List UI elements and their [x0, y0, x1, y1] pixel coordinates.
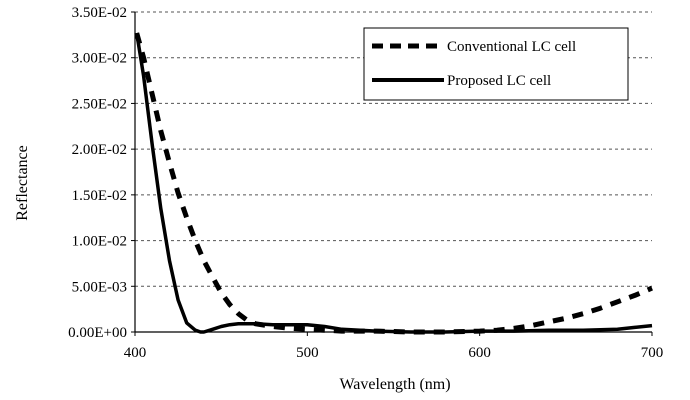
legend: Conventional LC cell Proposed LC cell [363, 27, 629, 101]
y-tick-label: 0.00E+00 [68, 325, 127, 341]
series-line-conventional [134, 32, 653, 335]
y-axis-title: Reflectance [14, 145, 31, 221]
x-tick-labels: 400 500 600 700 [124, 345, 664, 361]
y-tick-label: 5.00E-03 [72, 279, 127, 295]
x-tick-label: 400 [124, 345, 147, 361]
legend-label-proposed: Proposed LC cell [447, 73, 551, 89]
y-tick-labels: 0.00E+00 5.00E-03 1.00E-02 1.50E-02 2.00E-02… [68, 5, 127, 341]
legend-box [363, 27, 629, 101]
y-tick-label: 3.50E-02 [72, 5, 127, 21]
y-tick-label: 3.00E-02 [72, 51, 127, 67]
y-tick-label: 1.50E-02 [72, 188, 127, 204]
y-tick-label: 2.00E-02 [72, 142, 127, 158]
legend-label-conventional: Conventional LC cell [447, 39, 576, 55]
series-lines [134, 32, 653, 335]
x-tick-label: 600 [468, 345, 491, 361]
x-tick-label: 700 [641, 345, 664, 361]
series-line-proposed [134, 32, 653, 334]
x-tick-label: 500 [296, 345, 319, 361]
x-axis-title: Wavelength (nm) [339, 376, 450, 393]
y-tick-label: 2.50E-02 [72, 96, 127, 112]
y-tick-label: 1.00E-02 [72, 234, 127, 250]
